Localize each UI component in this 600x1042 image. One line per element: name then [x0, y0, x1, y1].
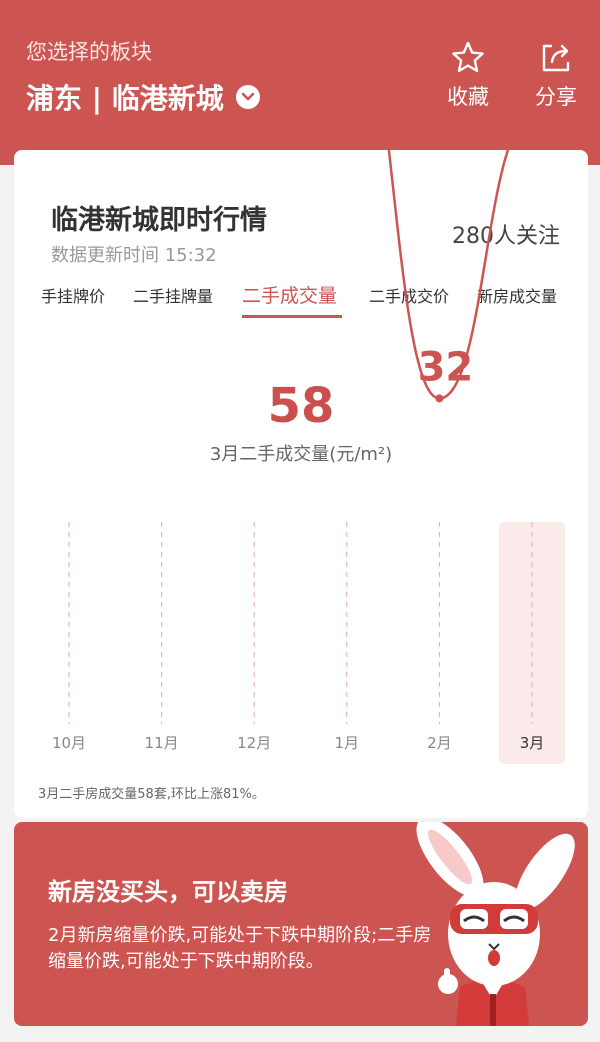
- market-card: 临港新城即时行情 数据更新时间 15:32 280人关注 手挂牌价 二手挂牌量 …: [14, 150, 588, 818]
- card-title: 临港新城即时行情: [51, 205, 267, 236]
- series-line: [387, 150, 510, 400]
- x-tick-label: 1月: [335, 734, 360, 752]
- active-tab-indicator: [242, 315, 342, 318]
- select-label: 您选择的板块: [26, 40, 152, 64]
- tab-listing-price[interactable]: 手挂牌价: [41, 287, 106, 306]
- x-tick-label: 3月: [520, 734, 545, 752]
- current-value-label: 3月二手成交量(元/m²): [209, 444, 393, 465]
- tab-second-hand-price[interactable]: 二手成交价: [369, 287, 450, 306]
- tab-new-home-volume[interactable]: 新房成交量: [477, 287, 558, 306]
- tab-second-hand-volume[interactable]: 二手成交量: [242, 285, 338, 307]
- promo-title: 新房没买头，可以卖房: [48, 878, 288, 906]
- x-tick-label: 11月: [145, 734, 179, 752]
- chevron-down-icon[interactable]: [235, 85, 260, 109]
- x-tick-label: 10月: [52, 734, 86, 752]
- header: [0, 0, 600, 165]
- data-label: 32: [418, 344, 474, 390]
- favorite-button[interactable]: 收藏: [436, 40, 500, 111]
- favorite-label: 收藏: [447, 85, 489, 109]
- share-button[interactable]: 分享: [524, 40, 588, 111]
- chart-note: 3月二手房成交量58套,环比上涨81%。: [38, 787, 265, 802]
- current-value: 58: [267, 378, 335, 434]
- star-icon: [452, 41, 484, 73]
- followers-count: 280人关注: [452, 224, 560, 249]
- volume-line-chart: 706578713210月11月12月1月2月3月: [52, 150, 565, 764]
- rabbit-mascot-icon: [416, 822, 575, 1026]
- share-icon: [542, 44, 570, 72]
- data-point: [435, 394, 444, 403]
- x-tick-label: 2月: [427, 734, 452, 752]
- promo-banner[interactable]: 新房没买头，可以卖房 2月新房缩量价跌,可能处于下跌中期阶段;二手房缩量价跌,可…: [14, 822, 588, 1026]
- promo-text: 2月新房缩量价跌,可能处于下跌中期阶段;二手房缩量价跌,可能处于下跌中期阶段。: [48, 925, 432, 972]
- region-name: 浦东 | 临港新城: [26, 82, 224, 115]
- x-tick-label: 12月: [237, 734, 271, 752]
- tab-second-hand-listings[interactable]: 二手挂牌量: [133, 287, 214, 306]
- update-time: 数据更新时间 15:32: [51, 245, 217, 266]
- share-label: 分享: [535, 85, 577, 109]
- region-selector[interactable]: 浦东 | 临港新城: [26, 77, 260, 117]
